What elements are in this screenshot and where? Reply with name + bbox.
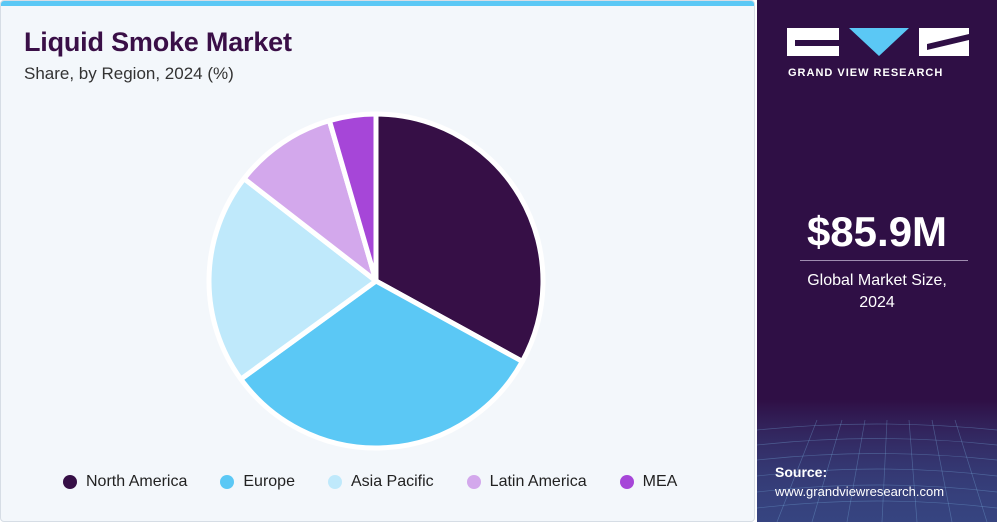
legend-label: Latin America [489,473,587,490]
market-size-label-line2: 2024 [859,294,895,311]
chart-panel: Liquid Smoke Market Share, by Region, 20… [0,0,755,522]
legend-swatch [466,475,481,489]
legend-item-mea: MEA [619,473,678,491]
grid-background-graphic [757,400,997,522]
grand-view-research-logo [787,28,969,56]
info-sidebar: GRAND VIEW RESEARCH $85.9M Global Market… [757,0,997,522]
market-size-label-line1: Global Market Size, [807,272,947,289]
divider [800,260,968,261]
chart-legend: North America Europe Asia Pacific Latin Ame… [63,473,710,491]
source-label: Source: [775,464,828,480]
legend-label: North America [86,473,188,490]
source-link[interactable]: www.grandviewresearch.com [775,484,945,499]
legend-swatch [220,475,235,489]
market-size-label: Global Market Size, 2024 [757,270,997,314]
pie-slice-europe [238,278,525,451]
legend-item-asia-pacific: Asia Pacific [327,473,434,491]
legend-item-europe: Europe [220,473,295,491]
legend-label: MEA [642,473,678,490]
market-size-value: $85.9M [806,208,948,255]
pie-slice-latin-america [241,118,379,284]
top-accent-bar [1,1,754,6]
legend-swatch [619,475,634,489]
pie-chart [206,111,546,451]
legend-item-latin-america: Latin America [466,473,587,491]
chart-subtitle: Share, by Region, 2024 (%) [24,64,234,83]
legend-item-north-america: North America [63,473,187,491]
pie-slice-asia-pacific [206,176,379,382]
pie-slice-north-america [373,111,546,364]
pie-slice-mea [326,111,379,284]
legend-label: Europe [243,473,295,490]
brand-name: GRAND VIEW RESEARCH [788,67,944,79]
legend-swatch [327,475,342,489]
legend-swatch [63,475,77,489]
chart-title: Liquid Smoke Market [24,27,292,57]
legend-label: Asia Pacific [350,473,434,490]
